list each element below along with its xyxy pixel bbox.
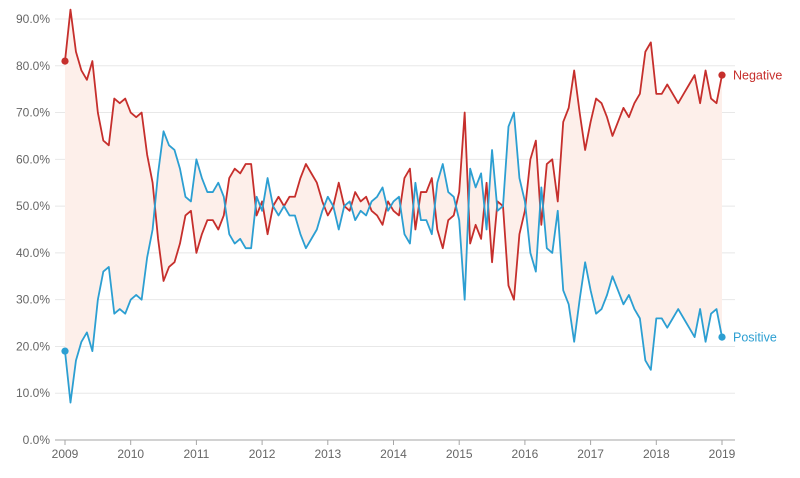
fill-between-area: [65, 9, 722, 403]
x-tick-label: 2015: [446, 447, 473, 461]
y-tick-label: 60.0%: [16, 152, 50, 166]
x-tick-label: 2009: [52, 447, 79, 461]
x-tick-label: 2019: [709, 447, 736, 461]
y-tick-label: 50.0%: [16, 199, 50, 213]
y-tick-label: 10.0%: [16, 386, 50, 400]
negative-series-line: [64, 8, 723, 301]
x-tick-label: 2017: [577, 447, 604, 461]
y-axis-labels: 0.0% 10.0% 20.0% 30.0% 40.0% 50.0% 60.0% 70.0% 8…: [16, 12, 50, 447]
x-tick-label: 2016: [512, 447, 539, 461]
y-tick-label: 80.0%: [16, 59, 50, 73]
x-tick-label: 2014: [380, 447, 407, 461]
y-tick-label: 0.0%: [23, 433, 51, 447]
y-tick-label: 90.0%: [16, 12, 50, 26]
positive-series-label: Positive: [733, 331, 777, 345]
x-tick-label: 2013: [314, 447, 341, 461]
y-tick-label: 30.0%: [16, 293, 50, 307]
negative-start-point: [61, 57, 69, 65]
positive-series-line: [64, 111, 723, 404]
x-tick-label: 2012: [249, 447, 276, 461]
x-axis-labels: 2009 2010 2011 2012 2013 2014 2015 2016 2017 2018…: [52, 440, 736, 461]
y-tick-label: 20.0%: [16, 339, 50, 353]
y-tick-label: 70.0%: [16, 106, 50, 120]
negative-end-point: [718, 71, 726, 79]
x-tick-label: 2018: [643, 447, 670, 461]
x-tick-label: 2010: [117, 447, 144, 461]
positive-end-point: [718, 333, 726, 341]
positive-start-point: [61, 347, 69, 355]
x-tick-label: 2011: [183, 447, 209, 461]
y-tick-label: 40.0%: [16, 246, 50, 260]
negative-series-label: Negative: [733, 69, 782, 83]
